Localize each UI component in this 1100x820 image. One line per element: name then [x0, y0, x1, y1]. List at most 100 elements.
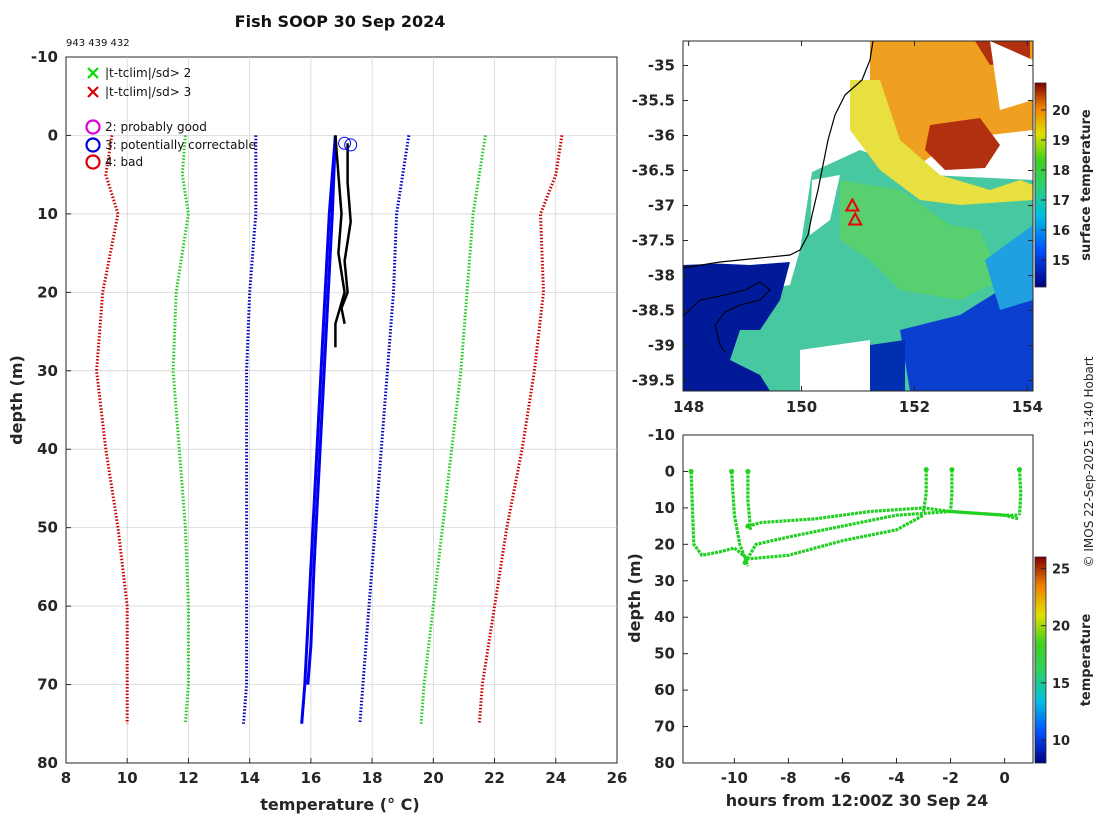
profile-y-tick-label: 80 [37, 754, 58, 772]
map-sst-yellow-band [850, 80, 1033, 205]
profile-series-line-9 [340, 143, 352, 324]
profile-series-line-2 [242, 135, 258, 724]
sst-colorbar-tick-label: 15 [1052, 254, 1070, 269]
section-y-tick-label: 50 [654, 645, 675, 663]
map-lat-tick-label: -35.5 [632, 92, 675, 110]
profile-series-line-0 [95, 135, 129, 724]
sst-colorbar-tick-label: 18 [1052, 164, 1070, 179]
map-lat-tick-label: -36.5 [632, 162, 675, 180]
sst-colorbar-tick-label: 19 [1052, 134, 1070, 149]
legend-circle-marker [85, 154, 101, 170]
section-series [688, 467, 1023, 567]
map-lon-tick-label: 150 [786, 398, 817, 416]
surface-temperature-map: 148 150 152 154 -35 -35.5 -36 -36.5 -37 -37.5 -38 -… [632, 40, 1094, 416]
profile-plot-area [65, 56, 618, 764]
profile-grid [66, 57, 617, 763]
temperature-profile-chart: 8 10 12 14 16 18 20 22 24 26-1001020304050607080 … [7, 48, 627, 814]
map-lon-tick-label: 154 [1012, 398, 1043, 416]
section-surface-point [949, 467, 955, 473]
map-cloud-mask-north [683, 41, 860, 265]
legend-label: 2: probably good [105, 120, 207, 134]
profile-y-tick-label: -10 [31, 48, 58, 66]
profile-x-tick-label: 24 [545, 769, 566, 787]
sst-colorbar-label: surface temperature [1079, 109, 1094, 261]
map-sst-cold-east [900, 240, 1033, 391]
map-cloud-mask-east [990, 41, 1033, 110]
map-lat-tick-label: -39 [648, 337, 675, 355]
profile-x-tick-label: 18 [362, 769, 383, 787]
map-triangle-marker [844, 197, 861, 212]
map-lat-tick-label: -37 [648, 197, 675, 215]
section-surface-point [729, 468, 735, 474]
profile-ticks: 8 10 12 14 16 18 20 22 24 26 -10 0 10 20 30 40 50 60 70 80 [31, 48, 628, 787]
map-sst-cold-south-center [870, 340, 905, 391]
section-x-tick-label: -8 [780, 769, 797, 787]
section-y-tick-label: 20 [654, 535, 675, 553]
map-triangle-marker [847, 211, 863, 226]
profile-y-axis-label: depth (m) [7, 355, 26, 445]
section-x-tick-label: 0 [999, 769, 1009, 787]
map-tasmania-coast [683, 281, 771, 353]
sst-colorbar-tick-label: 17 [1052, 194, 1070, 209]
profile-y-tick-label: 60 [37, 597, 58, 615]
profile-series-line-7 [306, 135, 337, 685]
profile-flag-marker [338, 136, 352, 150]
profile-x-tick-label: 8 [61, 769, 71, 787]
section-x-tick-label: -2 [942, 769, 959, 787]
map-sst-hot-core [925, 118, 1000, 170]
map-sst-warm-north [870, 41, 1033, 175]
section-y-tick-label: -10 [648, 426, 675, 444]
temperature-colorbar-label: temperature [1079, 614, 1094, 707]
section-surface-point [923, 467, 929, 473]
profile-series-line-8 [334, 135, 346, 348]
section-plot-area [682, 434, 1034, 764]
map-sst-green-patch [840, 180, 1000, 300]
profile-y-tick-label: 20 [37, 283, 58, 301]
temperature-colorbar-ticks: 10 15 20 25 [1041, 562, 1070, 749]
section-y-tick-label: 30 [654, 572, 675, 590]
sst-colorbar-ticks: 15 16 17 18 19 20 [1041, 104, 1070, 269]
section-y-tick-label: 60 [654, 681, 675, 699]
depth-time-chart: -10 -8 -6 -4 -2 0 -10 0 10 20 30 40 50 60 70 80 hours f… [625, 426, 1094, 810]
profile-x-tick-label: 20 [423, 769, 444, 787]
section-y-tick-label: 40 [654, 608, 675, 626]
section-y-axis-label: depth (m) [625, 553, 644, 643]
profile-series-line-5 [477, 135, 564, 724]
section-y-tick-label: 80 [654, 754, 675, 772]
legend-circle-marker [85, 119, 101, 135]
map-lat-tick-label: -37.5 [632, 232, 675, 250]
profile-y-tick-label: 40 [37, 440, 58, 458]
profile-series-line-3 [358, 135, 411, 724]
legend-circle-marker [85, 137, 101, 153]
profile-y-tick-label: 10 [37, 205, 58, 223]
profile-x-tick-label: 10 [117, 769, 138, 787]
section-ticks: -10 -8 -6 -4 -2 0 -10 0 10 20 30 40 50 60 70 80 [648, 426, 1010, 787]
profile-y-tick-label: 0 [48, 126, 58, 144]
map-ticks: 148 150 152 154 -35 -35.5 -36 -36.5 -37 -37.5 -38 -… [632, 41, 1043, 416]
section-x-tick-label: -6 [834, 769, 851, 787]
section-surface-point [688, 468, 694, 474]
profile-legend: |t-tclim|/sd> 2 |t-tclim|/sd> 3 2: probabl… [85, 66, 256, 170]
map-coastline [683, 41, 874, 269]
legend-label: |t-tclim|/sd> 3 [105, 85, 191, 99]
figure-title: Fish SOOP 30 Sep 2024 [235, 12, 446, 31]
sst-colorbar-tick-label: 16 [1052, 224, 1070, 239]
legend-label: 4: bad [105, 155, 143, 169]
section-surface-point [745, 468, 751, 474]
section-x-tick-label: -4 [888, 769, 905, 787]
legend-label: 3: potentially correctable [105, 138, 256, 152]
profile-series-line-1 [171, 135, 190, 724]
section-y-tick-label: 10 [654, 499, 675, 517]
map-lat-tick-label: -36 [648, 127, 675, 145]
map-lat-tick-label: -38 [648, 267, 675, 285]
section-track-4 [746, 471, 753, 530]
map-cloud-mask-center [800, 340, 870, 391]
legend-label: |t-tclim|/sd> 2 [105, 66, 191, 80]
section-y-tick-label: 0 [665, 462, 675, 480]
legend-x-marker [87, 86, 99, 98]
sst-colorbar-tick-label: 20 [1052, 104, 1070, 119]
profile-y-tick-label: 70 [37, 676, 58, 694]
section-track-7 [1017, 469, 1023, 516]
map-markers [844, 197, 863, 226]
profile-x-axis-label: temperature (° C) [260, 795, 419, 814]
